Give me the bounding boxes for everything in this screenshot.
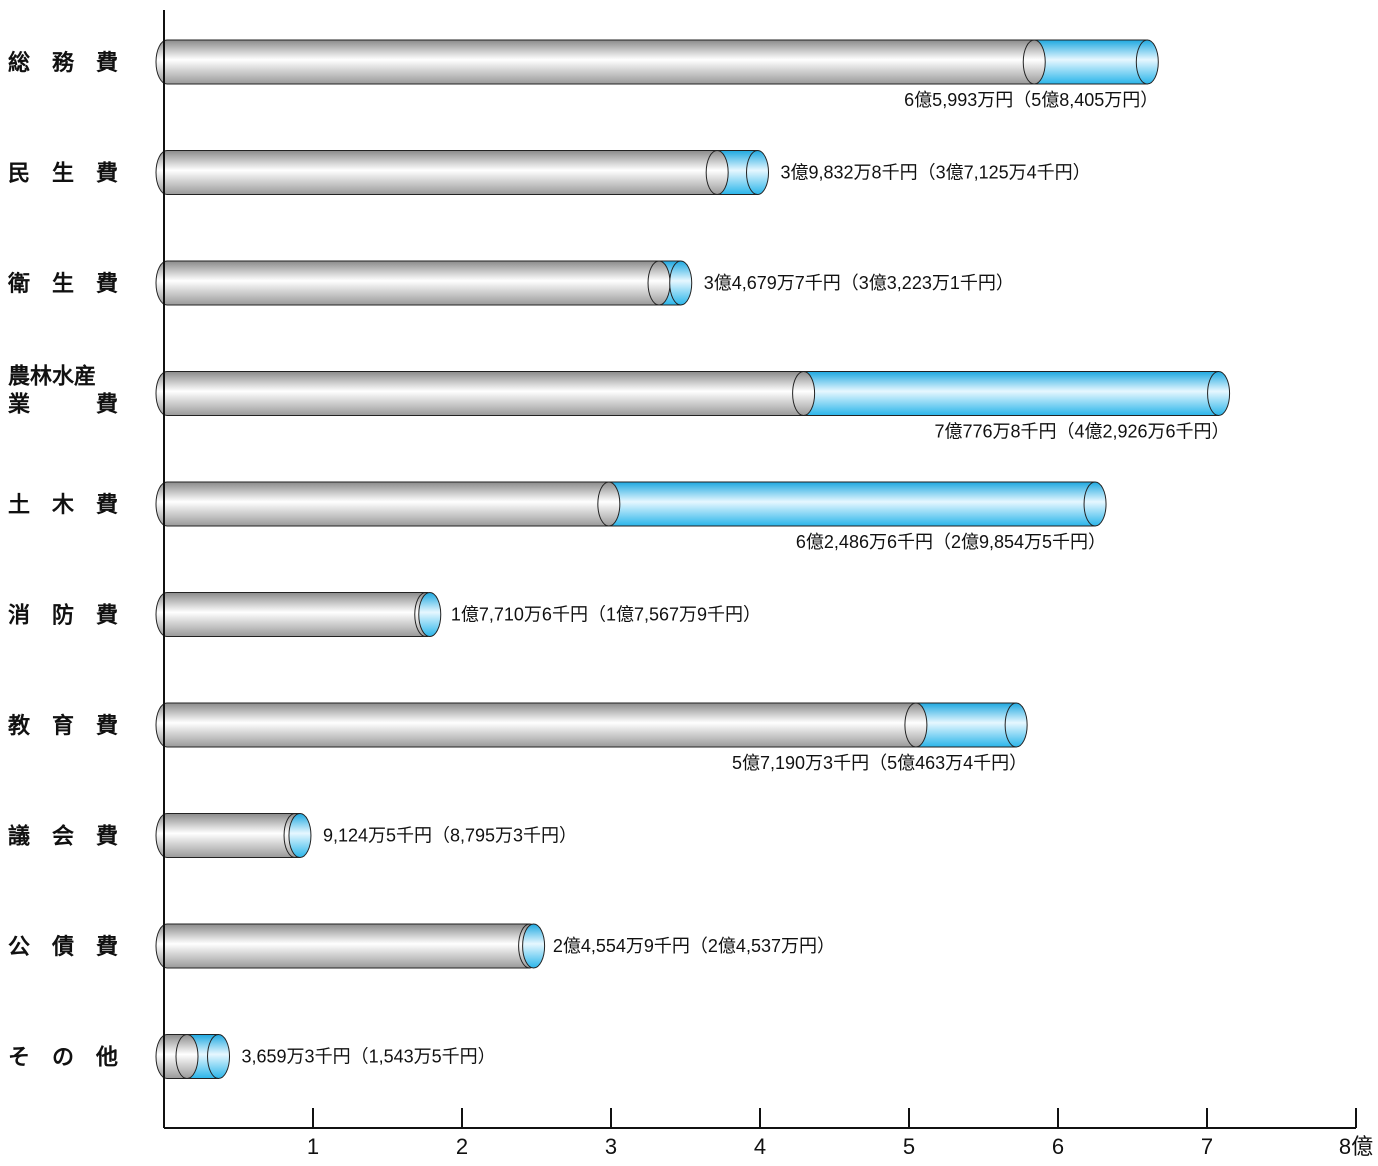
bar-joint-cap (793, 372, 815, 416)
value-label: 2億4,554万9千円（2億4,537万円） (553, 936, 835, 956)
bar-increase-segment (804, 372, 1219, 416)
value-label: 3億4,679万7千円（3億3,223万1千円） (704, 273, 1014, 293)
category-label: 民 生 費 (8, 161, 118, 186)
bar-end-cap (1136, 40, 1158, 84)
bar-end-cap (1208, 372, 1230, 416)
bar-joint-cap (1023, 40, 1045, 84)
category-label: 業 費 (8, 392, 118, 417)
category-label: 総 務 費 (8, 50, 118, 75)
bar-joint-cap (176, 1035, 198, 1079)
bar-end-cap (1084, 482, 1106, 526)
bar-joint-cap (648, 261, 670, 305)
bar-previous-segment (156, 703, 916, 747)
labels-group: 総 務 費 6億5,993万円（5億8,405万円） 民 生 費 3億9,832万8千… (7, 50, 1230, 1070)
bar-previous-segment (156, 593, 426, 637)
bar-end-cap (747, 151, 769, 195)
x-tick-label: 3 (605, 1134, 617, 1159)
value-label: 1億7,710万6千円（1億7,567万9千円） (451, 605, 761, 625)
category-label: 公 債 費 (8, 934, 118, 959)
bar-previous-segment (156, 261, 659, 305)
bar-end-cap (419, 593, 441, 637)
bar-increase-segment (609, 482, 1095, 526)
category-label: 消 防 費 (8, 603, 118, 628)
value-label: 5億7,190万3千円（5億463万4千円） (732, 753, 1027, 773)
bar-previous-segment (156, 151, 717, 195)
bar-previous-segment (156, 372, 804, 416)
x-tick-label: 7 (1201, 1134, 1213, 1159)
bar-previous-segment (156, 482, 609, 526)
category-label: 農林水産 (8, 364, 96, 389)
bar-joint-cap (905, 703, 927, 747)
category-label: 教 育 費 (8, 713, 118, 738)
bar-end-cap (670, 261, 692, 305)
bar-previous-segment (156, 814, 295, 858)
category-label: そ の 他 (8, 1045, 118, 1070)
bar-joint-cap (598, 482, 620, 526)
bar-end-cap (523, 924, 545, 968)
category-label: 衛 生 費 (7, 271, 118, 296)
bars-group (156, 40, 1230, 1079)
bar-increase-segment (916, 703, 1016, 747)
bar-end-cap (289, 814, 311, 858)
x-tick-label: 5 (903, 1134, 915, 1159)
value-label: 6億2,486万6千円（2億9,854万5千円） (796, 532, 1106, 552)
bar-previous-segment (156, 924, 530, 968)
bar-end-cap (1005, 703, 1027, 747)
value-label: 3,659万3千円（1,543万5千円） (242, 1047, 496, 1067)
value-label: 9,124万5千円（8,795万3千円） (323, 826, 577, 846)
bar-previous-segment (156, 40, 1034, 84)
x-tick-label: 8億 (1339, 1134, 1373, 1159)
category-label: 土 木 費 (8, 492, 118, 517)
bar-joint-cap (706, 151, 728, 195)
x-tick-label: 1 (307, 1134, 319, 1159)
x-tick-label: 2 (456, 1134, 468, 1159)
x-tick-label: 4 (754, 1134, 766, 1159)
value-label: 3億9,832万8千円（3億7,125万4千円） (781, 163, 1091, 183)
value-label: 7億776万8千円（4億2,926万6千円） (934, 422, 1229, 442)
x-tick-label: 6 (1052, 1134, 1064, 1159)
bar-end-cap (208, 1035, 230, 1079)
bar-increase-segment (1034, 40, 1147, 84)
value-label: 6億5,993万円（5億8,405万円） (904, 90, 1158, 110)
category-label: 議 会 費 (8, 824, 118, 849)
